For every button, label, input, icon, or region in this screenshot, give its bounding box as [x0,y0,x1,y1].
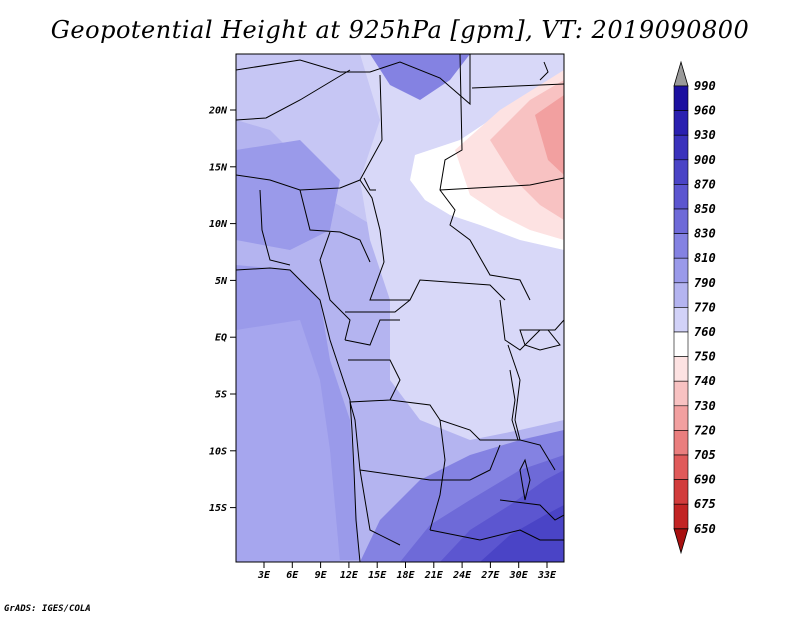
colorbar-label: 650 [694,522,716,536]
lat-tick-label: 10S [209,446,227,457]
lat-tick-label: 15N [209,162,228,173]
colorbar-segment [673,356,689,382]
colorbar-segment [673,233,689,259]
lon-tick-label: 15E [368,570,387,581]
colorbar-segment [673,307,689,333]
grads-credit: GrADS: IGES/COLA [4,604,91,614]
colorbar-label: 870 [694,177,716,191]
colorbar-label: 720 [694,423,716,437]
lon-tick-label: 24E [452,570,472,581]
field-west-inner [236,320,340,562]
lat-tick-label: 5S [215,390,227,401]
latitude-axis: 20N 15N 10N 5N EQ 5S 10S 15S [208,106,236,514]
colorbar-label: 900 [694,153,716,167]
lat-tick-label: 20N [208,106,228,117]
colorbar-label: 760 [694,325,716,339]
colorbar-label: 990 [694,79,716,93]
colorbar-label: 850 [694,202,716,216]
colorbar-segment [673,380,689,407]
lon-tick-label: 12E [340,570,359,581]
colorbar-bottom-arrow [673,528,689,555]
colorbar-label: 810 [694,251,716,265]
colorbar-segment [673,257,689,284]
lat-tick-label: EQ [215,333,227,344]
lon-tick-label: 3E [257,570,271,581]
colorbar-segment [673,134,689,161]
colorbar-segment [673,430,689,456]
longitude-axis: 3E 6E 9E 12E 15E 18E 21E 24E 27E 30E 33E [257,562,557,581]
colorbar-segment [673,479,689,505]
colorbar-segment [673,85,689,111]
colorbar-label: 740 [694,374,716,388]
lon-tick-label: 18E [396,570,415,581]
lat-tick-label: 5N [215,276,228,287]
colorbar-segment [673,503,689,530]
colorbar-segment [673,405,689,431]
country-borders [236,54,564,562]
field-pink-3 [535,95,564,175]
colorbar-label: 790 [694,276,716,290]
lat-tick-label: 15S [209,503,227,514]
lon-tick-label: 27E [480,570,500,581]
map-frame [235,53,565,563]
lon-tick-label: 33E [537,570,557,581]
colorbar-segment [673,282,689,308]
lat-tick-label: 10N [209,219,228,230]
colorbar-segment [673,184,689,210]
colorbar-label: 730 [694,399,716,413]
lon-tick-label: 21E [424,570,444,581]
colorbar-segment [673,159,689,185]
colorbar-label: 690 [694,473,716,487]
colorbar-label: 770 [694,300,716,314]
lon-tick-label: 9E [315,570,328,581]
colorbar-segment [673,331,689,357]
chart-title: Geopotential Height at 925hPa [gpm], VT:… [50,16,750,44]
colorbar-label: 675 [694,497,716,511]
field-south-4 [480,505,564,562]
field-north-dark [370,54,470,100]
colorbar-label: 960 [694,104,716,118]
colorbar-label: 930 [694,128,716,142]
colorbar-label: 705 [694,448,716,462]
lon-tick-label: 30E [509,570,529,581]
colorbar-segment [673,208,689,234]
colorbar-segment [673,454,689,480]
colorbar-top-arrow [673,60,689,87]
colorbar-segment [673,110,689,136]
colorbar-label: 830 [694,227,716,241]
lon-tick-label: 6E [286,570,299,581]
colorbar: 990 960 930 900 870 850 830 810 790 770 760 750 740 7… [673,60,716,555]
colorbar-label: 750 [694,350,716,364]
